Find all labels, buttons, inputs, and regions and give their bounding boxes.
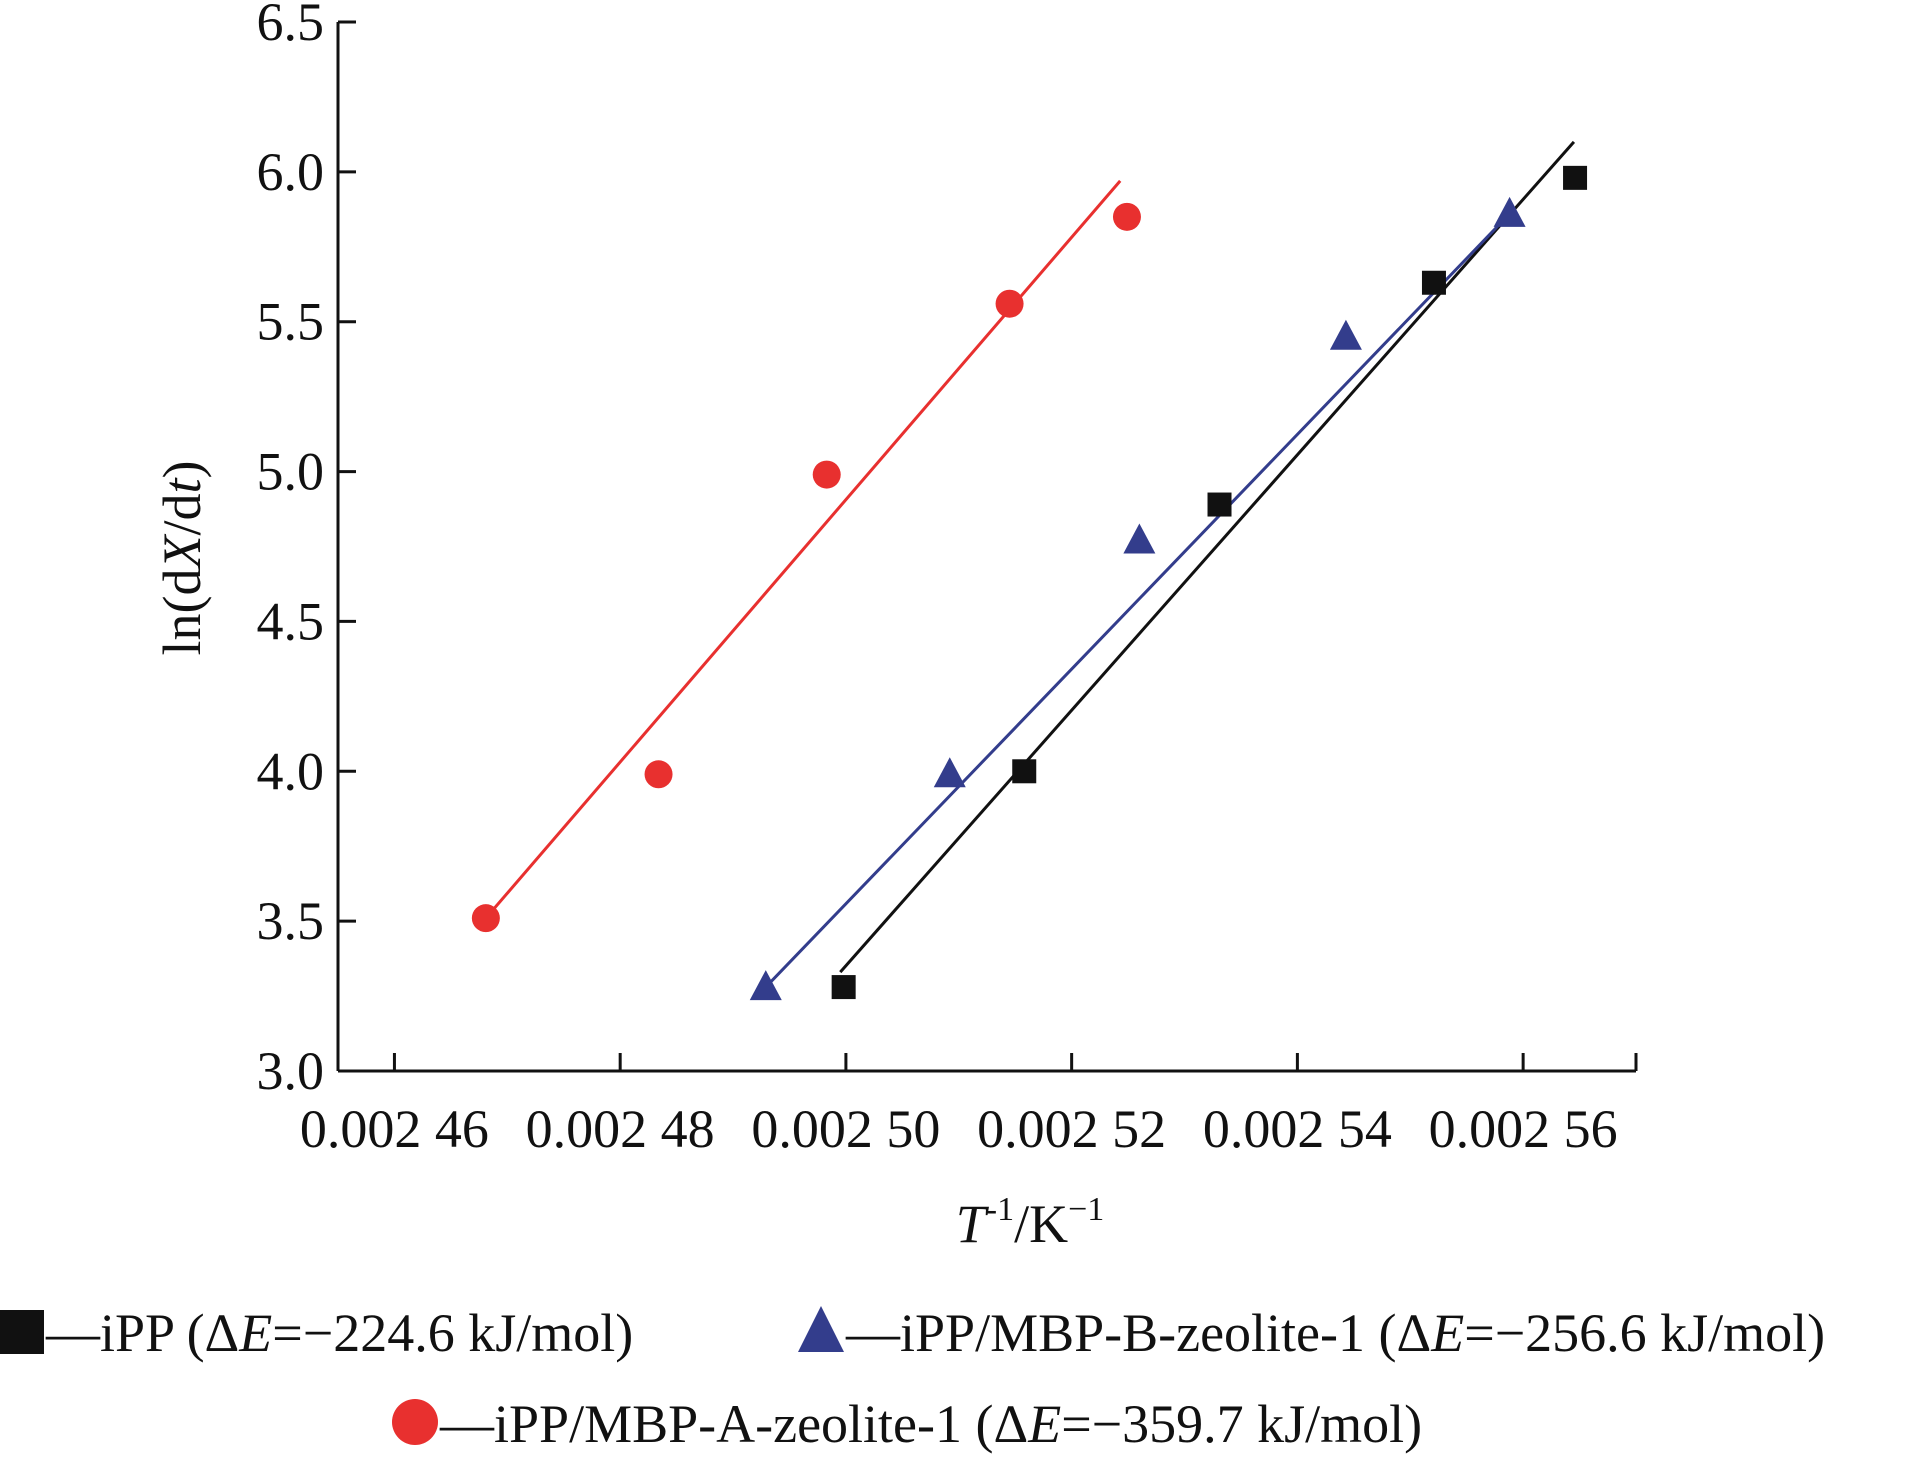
x-tick-label: 0.002 52 [977, 1099, 1166, 1159]
y-tick-label: 3.5 [257, 891, 325, 951]
data-point-ipp-mbp-b-zeolite-1 [749, 970, 782, 1001]
legend-label-iPP-MBP-B: —iPP/MBP-B-zeolite-1 (ΔE=−256.6 kJ/mol) [845, 1303, 1825, 1363]
data-point-ipp-mbp-a-zeolite-1 [644, 760, 673, 789]
data-point-ipp [1207, 492, 1232, 517]
x-tick-label: 0.002 54 [1203, 1099, 1392, 1159]
x-tick-label: 0.002 50 [751, 1099, 940, 1159]
data-point-ipp [1421, 270, 1446, 295]
y-axis-title: ln(dX/dt) [152, 460, 212, 655]
data-point-ipp-mbp-a-zeolite-1 [812, 460, 841, 489]
legend-marker-iPP [0, 1310, 44, 1354]
data-point-ipp-mbp-b-zeolite-1 [1329, 319, 1362, 350]
data-markers [471, 165, 1588, 1001]
x-tick-label: 0.002 56 [1429, 1099, 1618, 1159]
fit-line-ipp-mbp-a-zeolite-1 [484, 179, 1122, 920]
data-point-ipp [831, 975, 856, 1000]
x-tick-label: 0.002 46 [300, 1099, 489, 1159]
fit-lines [484, 140, 1576, 989]
data-point-ipp [1563, 165, 1588, 190]
data-point-ipp [1012, 759, 1037, 784]
fit-line-ipp-mbp-b-zeolite-1 [764, 212, 1511, 989]
data-point-ipp-mbp-a-zeolite-1 [1112, 202, 1141, 231]
y-tick-label: 5.5 [257, 292, 325, 352]
y-tick-label: 4.0 [257, 741, 325, 801]
axes: 3.0 3.5 4.0 4.5 5.0 5.5 6.0 6.5 0.002 46 0.002 48… [257, 0, 1638, 1159]
y-tick-label: 6.0 [257, 142, 325, 202]
data-point-ipp-mbp-b-zeolite-1 [933, 757, 966, 788]
legend-label-iPP: —iPP (ΔE=−224.6 kJ/mol) [45, 1303, 633, 1363]
y-tick-label: 5.0 [257, 442, 325, 502]
legend-label-iPP-MBP-A: —iPP/MBP-A-zeolite-1 (ΔE=−359.7 kJ/mol) [439, 1394, 1422, 1454]
x-axis-title: T-1/K−1 [956, 1191, 1105, 1254]
y-tick-label: 3.0 [257, 1041, 325, 1101]
x-tick-label: 0.002 48 [526, 1099, 715, 1159]
legend-marker-iPP-MBP-A [392, 1399, 438, 1445]
data-point-ipp-mbp-b-zeolite-1 [1123, 523, 1156, 554]
data-point-ipp-mbp-b-zeolite-1 [1493, 196, 1526, 227]
fit-line-ipp [839, 140, 1576, 974]
y-tick-label: 4.5 [257, 591, 325, 651]
data-point-ipp-mbp-a-zeolite-1 [471, 904, 500, 933]
legend: —iPP (ΔE=−224.6 kJ/mol) —iPP/MBP-B-zeoli… [0, 1303, 1825, 1454]
data-point-ipp-mbp-a-zeolite-1 [995, 289, 1024, 318]
y-tick-label: 6.5 [257, 0, 325, 52]
legend-marker-iPP-MBP-B [798, 1306, 844, 1352]
